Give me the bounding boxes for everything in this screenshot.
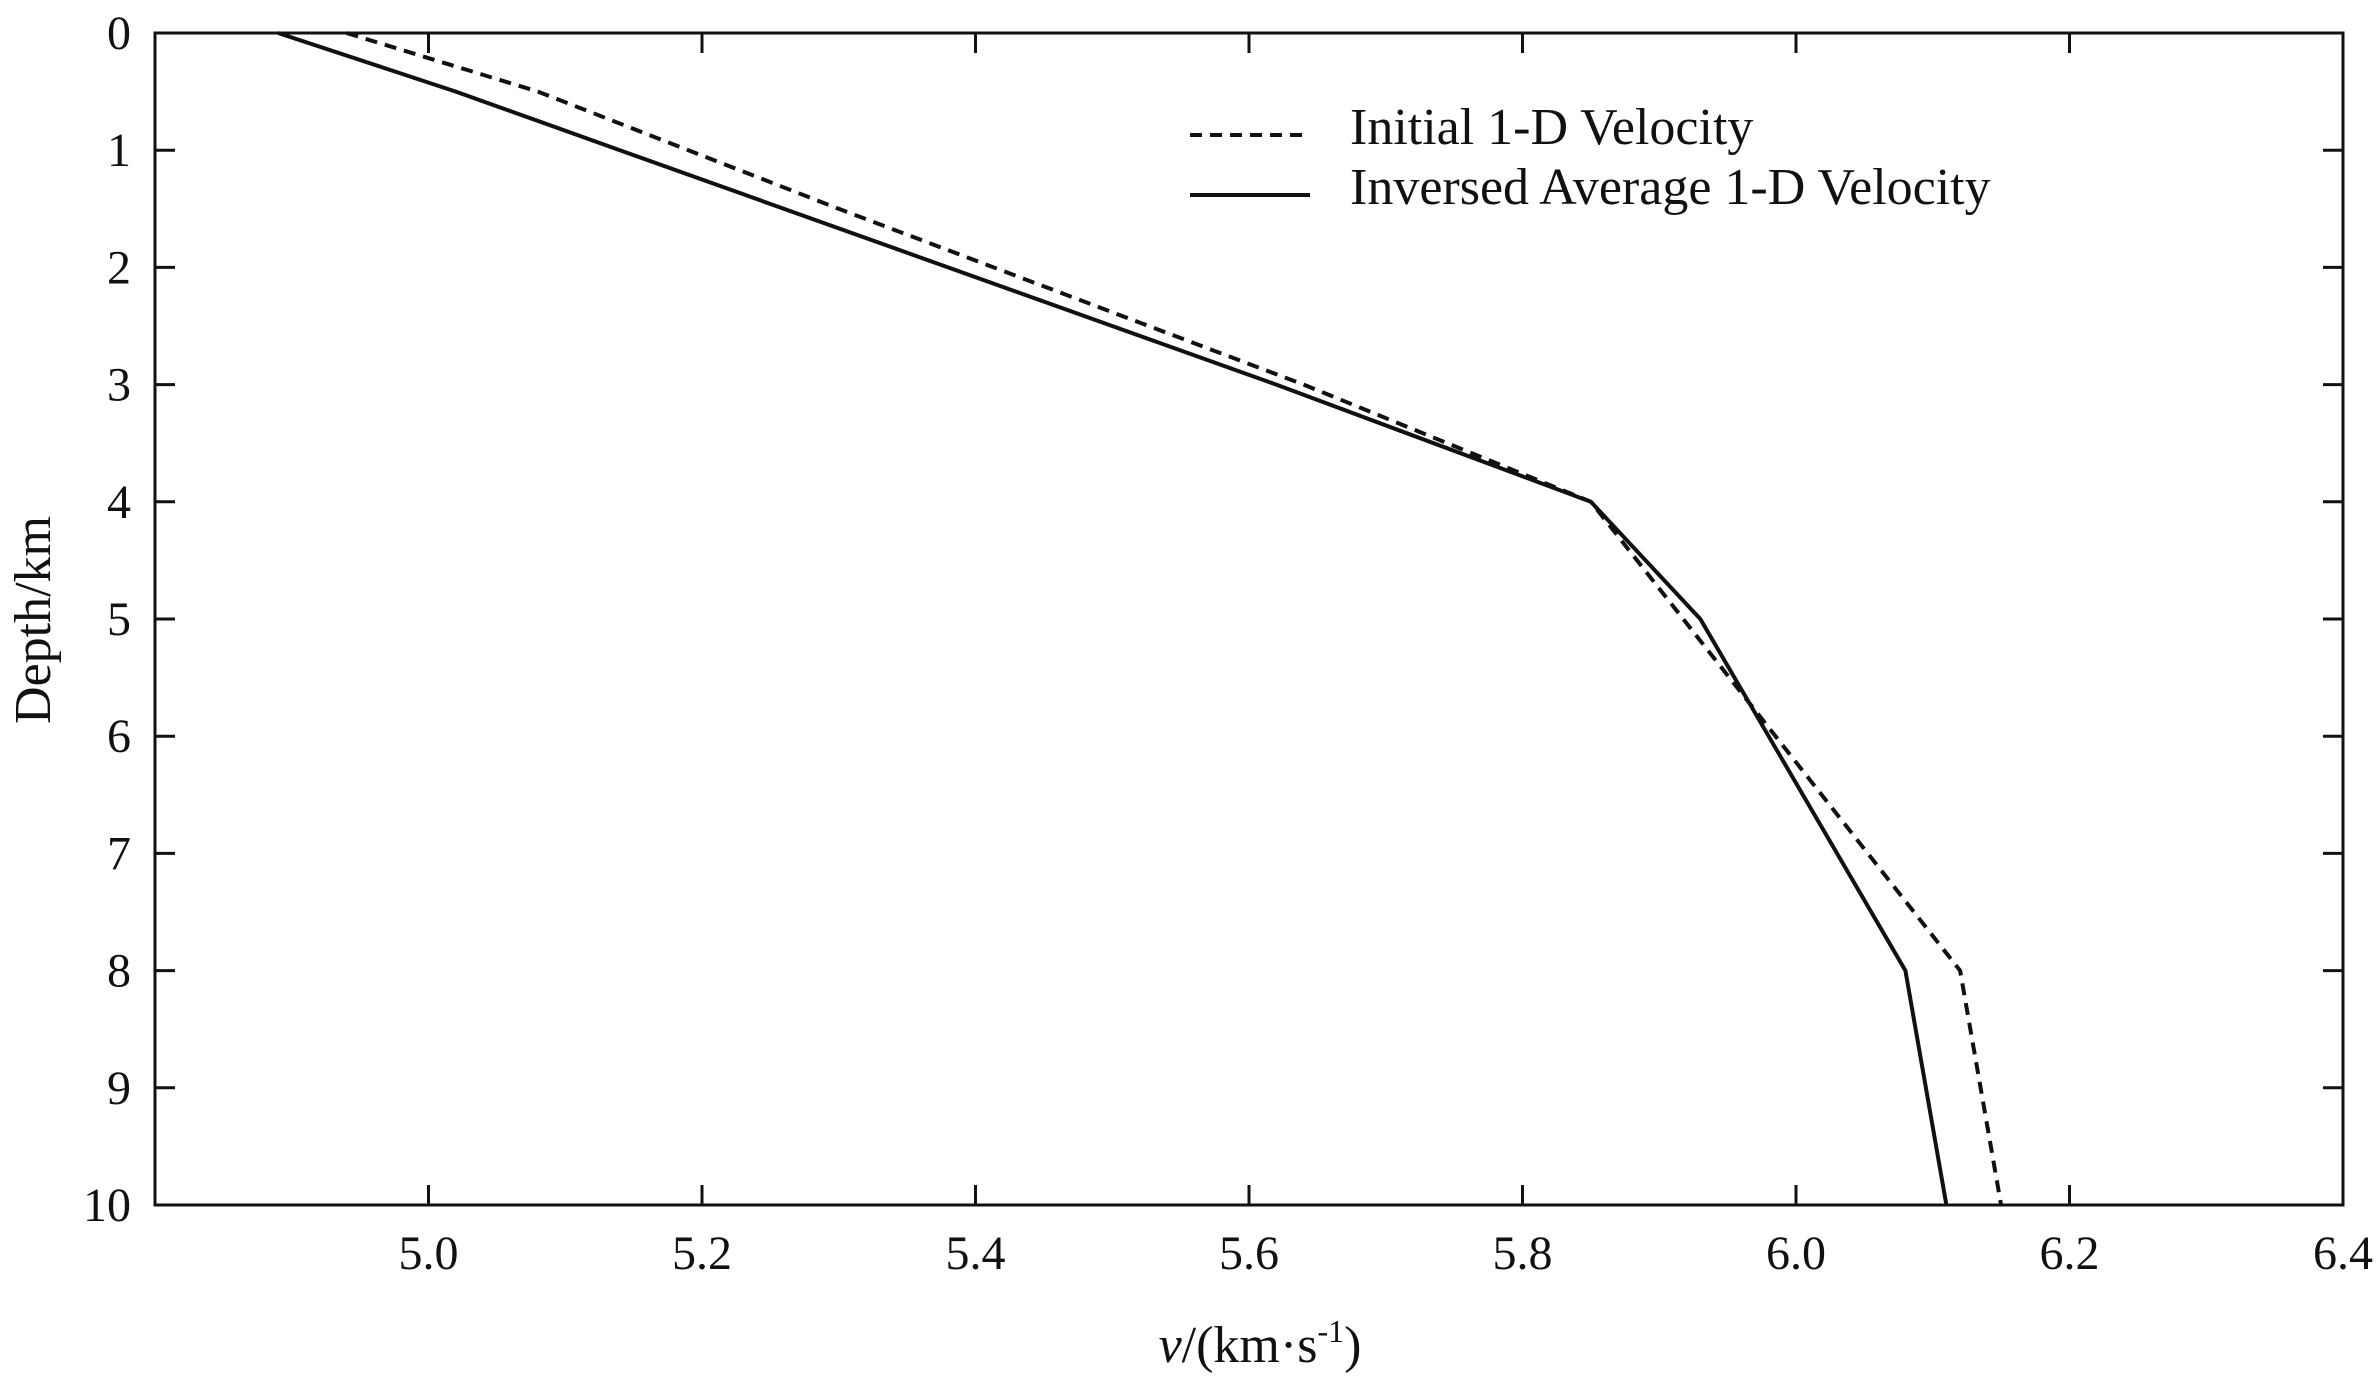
legend-label-initial: Initial 1-D Velocity [1350, 99, 1753, 156]
x-axis-title: v/(km·s-1) [1159, 1313, 1362, 1374]
x-tick-label-5: 6.0 [1766, 1227, 1826, 1280]
x-tick-label-7: 6.4 [2313, 1227, 2373, 1280]
y-tick-label-6: 6 [107, 710, 131, 763]
x-tick-label-1: 5.2 [672, 1227, 732, 1280]
y-axis-title: Depth/km [5, 516, 62, 724]
x-tick-label-2: 5.4 [946, 1227, 1006, 1280]
x-axis-title-var: v [1159, 1317, 1183, 1374]
y-tick-label-7: 7 [107, 827, 131, 880]
x-tick-label-0: 5.0 [399, 1227, 459, 1280]
y-tick-label-1: 1 [107, 124, 131, 177]
series-layer [277, 31, 2004, 1206]
y-tick-label-9: 9 [107, 1062, 131, 1115]
y-tick-label-10: 10 [83, 1179, 131, 1232]
y-tick-label-2: 2 [107, 241, 131, 294]
plot-frame [153, 31, 2345, 1207]
x-tick-label-3: 5.6 [1219, 1227, 1279, 1280]
legend: Initial 1-D Velocity Inversed Average 1-… [1190, 99, 1991, 216]
x-axis-title-unit: /(km·s [1182, 1317, 1318, 1374]
x-tick-label-6: 6.2 [2040, 1227, 2100, 1280]
y-tick-label-0: 0 [107, 7, 131, 60]
y-tick-label-3: 3 [107, 359, 131, 412]
y-tick-label-8: 8 [107, 945, 131, 998]
x-axis-title-exponent: -1 [1317, 1313, 1344, 1349]
x-axis-title-close: ) [1344, 1317, 1361, 1374]
series-line-inversed-velocity [277, 31, 1949, 1206]
ticks-layer: 5.0 5.2 5.4 5.6 5.8 6.0 6.2 6.4 0 1 2 3 4 5 6 7 8 9 10 [83, 7, 2373, 1280]
y-tick-label-4: 4 [107, 476, 131, 529]
x-tick-label-4: 5.8 [1493, 1227, 1553, 1280]
y-tick-label-5: 5 [107, 593, 131, 646]
legend-label-inversed: Inversed Average 1-D Velocity [1350, 159, 1991, 216]
series-line-initial-velocity [345, 31, 2004, 1206]
